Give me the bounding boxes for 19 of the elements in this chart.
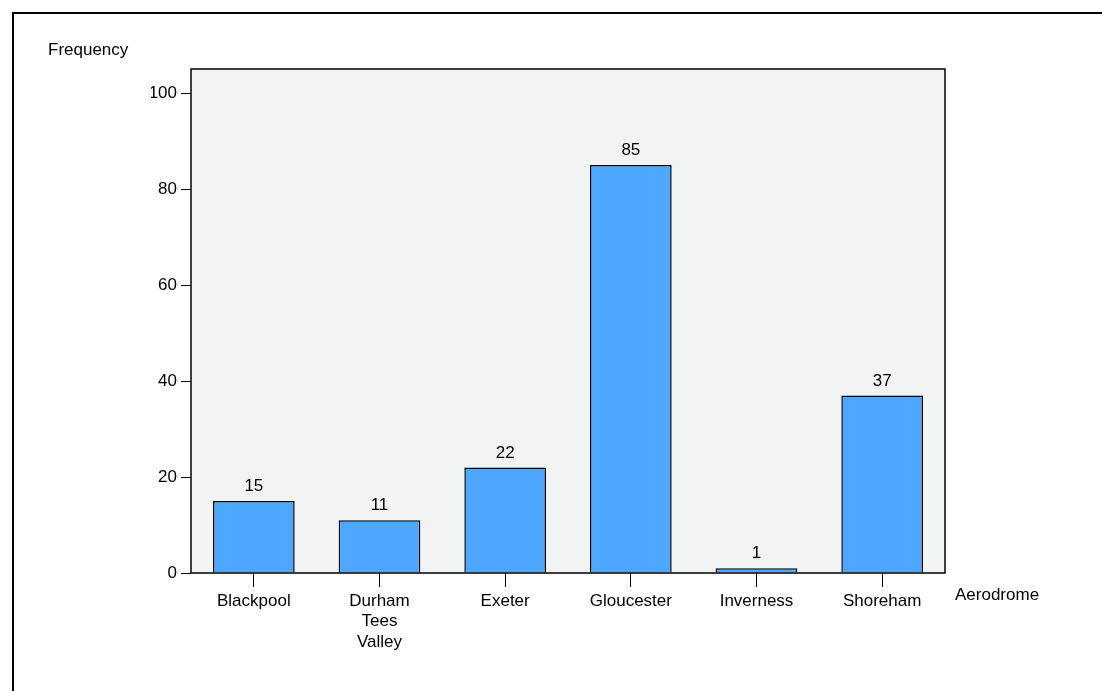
x-tick-label: Shoreham xyxy=(842,590,922,610)
x-axis-title: Aerodrome xyxy=(955,584,1040,604)
y-tick-label: 0 xyxy=(167,562,177,582)
y-tick-label: 80 xyxy=(158,178,177,198)
x-tick-label: Inverness xyxy=(719,590,794,610)
x-tick-label: Gloucester xyxy=(589,590,673,610)
y-axis-title: Frequency xyxy=(48,39,129,59)
data-label: 85 xyxy=(621,140,641,160)
data-label: 37 xyxy=(872,370,892,390)
x-tick-label: Blackpool xyxy=(216,590,291,610)
y-tick-label: 60 xyxy=(158,274,177,294)
data-label: 22 xyxy=(495,442,515,462)
data-label: 1 xyxy=(751,543,762,563)
y-tick-label: 40 xyxy=(158,370,177,390)
x-tick-label: Exeter xyxy=(480,590,531,610)
data-label: 11 xyxy=(370,495,389,515)
x-tick-label: Durham Tees Valley xyxy=(349,590,410,651)
y-tick-label: 20 xyxy=(158,466,177,486)
data-label: 15 xyxy=(244,476,264,496)
